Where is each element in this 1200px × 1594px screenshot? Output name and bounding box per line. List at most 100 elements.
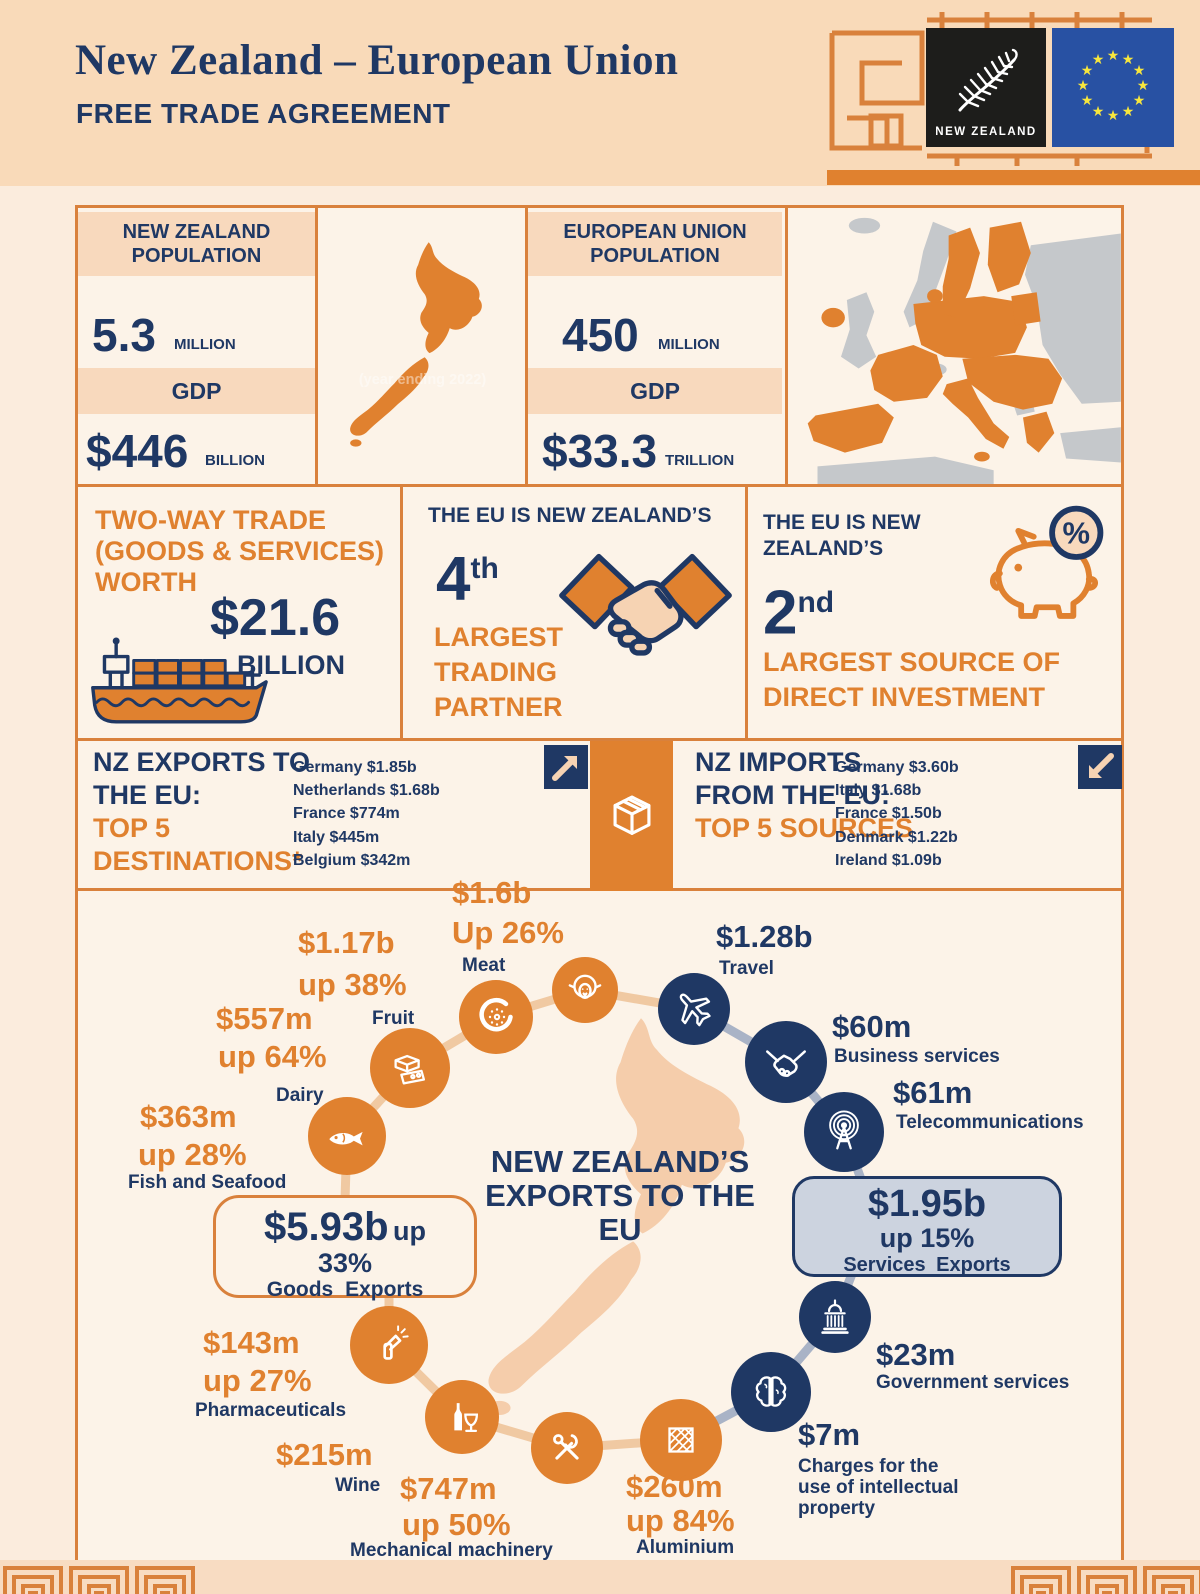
telecommunications-node [804, 1092, 884, 1172]
svg-text:★: ★ [1077, 77, 1090, 93]
export-destination-item: Netherlands $1.68b [293, 782, 440, 800]
government-services-node [799, 1281, 871, 1353]
eu-population-value: 450 [562, 309, 639, 361]
import-source-item: Italy $1.68b [835, 782, 922, 800]
nz-map-note: (year ending 2022) [358, 372, 487, 388]
svg-text:★: ★ [1081, 92, 1094, 108]
business-services-label: Business services [834, 1046, 1000, 1067]
meat-value: $1.6b [452, 875, 532, 910]
divider [785, 208, 788, 484]
two-way-trade-value: $21.6 [210, 589, 341, 647]
nz-population-value: 5.3 [92, 309, 156, 361]
eu-population-unit: MILLION [658, 336, 720, 353]
export-destination-item: Germany $1.85b [293, 759, 417, 776]
cargo-ship-icon [85, 628, 270, 728]
nz-fern-flag: NEW ZEALAND [926, 28, 1046, 147]
eu-gdp-heading: GDP [528, 368, 782, 414]
divider [400, 487, 403, 738]
svg-text:★: ★ [1122, 51, 1135, 67]
eu-gdp-value: $33.3 [542, 425, 658, 477]
svg-text:★: ★ [1137, 77, 1150, 93]
mechanical-change: up 50% [402, 1507, 511, 1542]
svg-text:★: ★ [1092, 51, 1105, 67]
svg-text:%: % [1063, 515, 1091, 550]
package-strip [590, 741, 673, 891]
mechanical-label: Mechanical machinery [350, 1540, 553, 1561]
ip-label: Charges for the use of intellectual prop… [798, 1456, 959, 1519]
fish-icon [329, 1131, 363, 1146]
ip-value: $7m [798, 1417, 861, 1452]
aluminium-node [640, 1399, 722, 1481]
mechanical-machinery-node [531, 1412, 603, 1484]
brain-icon [755, 1376, 787, 1407]
trading-partner-rank: 4th [436, 538, 499, 611]
import-source-item: Germany $3.60b [835, 759, 959, 776]
wine-bottle-glass-icon [454, 1403, 479, 1433]
goods-total-label: Goods Exports [266, 1278, 424, 1301]
eu-flag: ★ ★ ★ ★ ★ ★ ★ ★ ★ ★ ★ ★ [1052, 28, 1174, 147]
arrow-down-left-icon [1078, 745, 1122, 789]
divider [525, 208, 528, 484]
butter-cheese-icon [394, 1054, 426, 1085]
travel-value: $1.28b [716, 919, 813, 954]
eu-gdp-unit: TRILLION [665, 452, 735, 469]
import-sources-list: Germany $3.60b Italy $1.68b France $1.50b D… [835, 756, 959, 872]
nz-population-unit: MILLION [174, 336, 236, 353]
fish-label: Fish and Seafood [128, 1172, 287, 1193]
eu-stars-icon: ★ ★★ ★★★ ★★★ ★★★ [1077, 47, 1150, 123]
import-source-item: Denmark $1.22b [835, 828, 958, 846]
header-accent-bar [827, 170, 1200, 185]
rank-number: 4 [436, 544, 471, 614]
tools-icon [553, 1434, 579, 1460]
export-destinations-list: Germany $1.85b Netherlands $1.68b France $… [293, 756, 440, 872]
arrow-up-right-icon [544, 745, 588, 789]
investment-intro: THE EU IS NEW ZEALAND’S [763, 511, 921, 560]
svg-text:★: ★ [1107, 107, 1120, 123]
services-exports-total-box: $1.95b up 15% Services Exports [792, 1176, 1062, 1277]
nz-gdp-value: $446 [86, 425, 189, 477]
page-subtitle: FREE TRADE AGREEMENT [76, 98, 451, 129]
wine-value: $215m [276, 1437, 373, 1472]
wheel-center-title: NEW ZEALAND’S EXPORTS TO THE EU [485, 1144, 755, 1247]
nz-flag-label: NEW ZEALAND [935, 126, 1037, 138]
rank-suffix: th [470, 552, 499, 585]
government-services-value: $23m [876, 1337, 956, 1372]
sheep-icon [568, 974, 602, 999]
divider [745, 487, 748, 738]
wine-node [425, 1380, 499, 1454]
meat-node [552, 957, 618, 1023]
piggy-bank-icon: % [968, 498, 1113, 643]
footer-pattern-strip [0, 1560, 1200, 1594]
aluminium-label: Aluminium [636, 1537, 735, 1558]
svg-text:★: ★ [1092, 103, 1105, 119]
package-box-icon [613, 795, 650, 835]
dairy-change: up 64% [218, 1039, 327, 1074]
telecommunications-label: Telecommunications [896, 1112, 1084, 1133]
travel-node [658, 973, 730, 1045]
import-source-item: Ireland $1.09b [835, 851, 942, 869]
export-destination-item: Italy $445m [293, 828, 380, 846]
medical-drill-icon [383, 1325, 409, 1360]
pharmaceuticals-node [350, 1306, 428, 1384]
meat-change: Up 26% [452, 915, 564, 950]
eu-population-heading: EUROPEAN UNION POPULATION [528, 212, 782, 276]
nz-gdp-heading: GDP [78, 368, 315, 414]
investment-label: LARGEST SOURCE OF DIRECT INVESTMENT [763, 647, 1061, 712]
silver-fern-icon [958, 48, 1018, 112]
svg-text:★: ★ [1122, 103, 1135, 119]
svg-text:★: ★ [1081, 62, 1094, 78]
svg-text:★: ★ [1107, 47, 1120, 63]
fruit-node [459, 980, 533, 1054]
handshake-small-icon [766, 1050, 806, 1077]
travel-label: Travel [719, 958, 774, 979]
svg-text:★: ★ [1133, 92, 1146, 108]
pharmaceuticals-value: $143m [203, 1325, 300, 1360]
pharmaceuticals-label: Pharmaceuticals [195, 1400, 347, 1421]
exports-subheading: TOP 5 DESTINATIONS* [93, 813, 303, 876]
trading-partner-label: LARGEST TRADING PARTNER [434, 622, 564, 722]
meat-label: Meat [462, 955, 506, 976]
goods-total-change: up 33% [317, 1216, 426, 1278]
services-total-label: Services Exports [843, 1254, 1011, 1276]
rank-number: 2 [763, 578, 798, 648]
fruit-value: $1.17b [298, 925, 395, 960]
